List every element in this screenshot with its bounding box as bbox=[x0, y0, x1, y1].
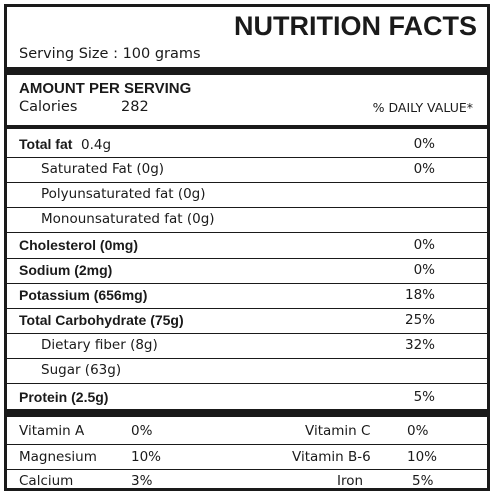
nutrient-row-saturated-fat: Saturated Fat (0g) 0% bbox=[7, 157, 487, 181]
nutrient-daily-value: 18% bbox=[404, 287, 435, 303]
serving-size: Serving Size : 100 grams bbox=[19, 46, 201, 62]
row-divider bbox=[7, 258, 487, 259]
vitamin-label: Vitamin A bbox=[19, 423, 85, 439]
nutrient-row-monounsaturated-fat: Monounsaturated fat (0g) bbox=[7, 207, 487, 231]
nutrient-label: Saturated Fat (0g) bbox=[41, 161, 165, 177]
nutrient-amount: 0.4g bbox=[81, 137, 112, 153]
row-divider bbox=[7, 232, 487, 233]
nutrition-facts-label: NUTRITION FACTS Serving Size : 100 grams… bbox=[4, 4, 490, 491]
vitamin-value: 3% bbox=[131, 473, 153, 489]
row-divider bbox=[7, 182, 487, 183]
nutrient-row-cholesterol: Cholesterol (0mg) 0% bbox=[7, 233, 487, 257]
nutrient-label: Cholesterol (0mg) bbox=[19, 237, 139, 253]
row-divider bbox=[7, 469, 487, 470]
nutrient-daily-value: 0% bbox=[413, 161, 435, 177]
row-divider bbox=[7, 207, 487, 208]
row-divider bbox=[7, 283, 487, 284]
nutrient-row-dietary-fiber: Dietary fiber (8g) 32% bbox=[7, 333, 487, 357]
row-divider bbox=[7, 383, 487, 384]
calories-value: 282 bbox=[121, 99, 149, 115]
nutrient-daily-value: 0% bbox=[413, 136, 435, 152]
vitamin-value: 10% bbox=[407, 449, 438, 465]
vitamin-label: Vitamin C bbox=[305, 423, 371, 439]
vitamin-row: Calcium 3% Iron 5% bbox=[7, 469, 487, 493]
nutrient-row-total-carbohydrate: Total Carbohydrate (75g) 25% bbox=[7, 308, 487, 332]
vitamin-value: 0% bbox=[131, 423, 153, 439]
nutrient-row-polyunsaturated-fat: Polyunsaturated fat (0g) bbox=[7, 182, 487, 206]
thick-divider bbox=[7, 409, 487, 417]
nutrient-row-total-fat: Total fat 0.4g 0% bbox=[7, 132, 487, 156]
nutrient-row-sugar: Sugar (63g) bbox=[7, 358, 487, 382]
nutrient-daily-value: 32% bbox=[404, 337, 435, 353]
nutrient-label: Dietary fiber (8g) bbox=[41, 337, 158, 353]
calories-label: Calories bbox=[19, 99, 78, 115]
nutrient-row-potassium: Potassium (656mg) 18% bbox=[7, 283, 487, 307]
nutrient-daily-value: 25% bbox=[404, 312, 435, 328]
vitamin-label: Magnesium bbox=[19, 449, 97, 465]
row-divider bbox=[7, 157, 487, 158]
vitamin-value: 0% bbox=[407, 423, 429, 439]
label-title: NUTRITION FACTS bbox=[234, 11, 477, 41]
medium-divider bbox=[7, 125, 487, 129]
nutrient-row-sodium: Sodium (2mg) 0% bbox=[7, 258, 487, 282]
nutrient-label: Total Carbohydrate (75g) bbox=[19, 312, 184, 328]
amount-per-serving-header: AMOUNT PER SERVING bbox=[19, 80, 192, 97]
row-divider bbox=[7, 333, 487, 334]
nutrient-label: Monounsaturated fat (0g) bbox=[41, 211, 215, 227]
nutrient-daily-value: 0% bbox=[413, 237, 435, 253]
vitamin-label: Calcium bbox=[19, 473, 74, 489]
nutrient-daily-value: 0% bbox=[413, 262, 435, 278]
vitamin-row: Magnesium 10% Vitamin B-6 10% bbox=[7, 445, 487, 469]
vitamin-value: 10% bbox=[131, 449, 162, 465]
nutrient-label: Sugar (63g) bbox=[41, 362, 122, 378]
nutrient-row-protein: Protein (2.5g) 5% bbox=[7, 385, 487, 409]
nutrient-label: Total fat bbox=[19, 136, 73, 152]
vitamin-label: Vitamin B-6 bbox=[292, 449, 371, 465]
nutrient-label: Potassium (656mg) bbox=[19, 287, 148, 303]
nutrient-label: Polyunsaturated fat (0g) bbox=[41, 186, 206, 202]
nutrient-label: Sodium (2mg) bbox=[19, 262, 113, 278]
row-divider bbox=[7, 444, 487, 445]
vitamin-value: 5% bbox=[412, 473, 434, 489]
row-divider bbox=[7, 358, 487, 359]
row-divider bbox=[7, 308, 487, 309]
vitamin-label: Iron bbox=[337, 473, 364, 489]
nutrient-label: Protein (2.5g) bbox=[19, 389, 109, 405]
vitamin-row: Vitamin A 0% Vitamin C 0% bbox=[7, 419, 487, 443]
nutrient-daily-value: 5% bbox=[413, 389, 435, 405]
daily-value-header: % DAILY VALUE* bbox=[372, 100, 473, 115]
thick-divider bbox=[7, 67, 487, 75]
